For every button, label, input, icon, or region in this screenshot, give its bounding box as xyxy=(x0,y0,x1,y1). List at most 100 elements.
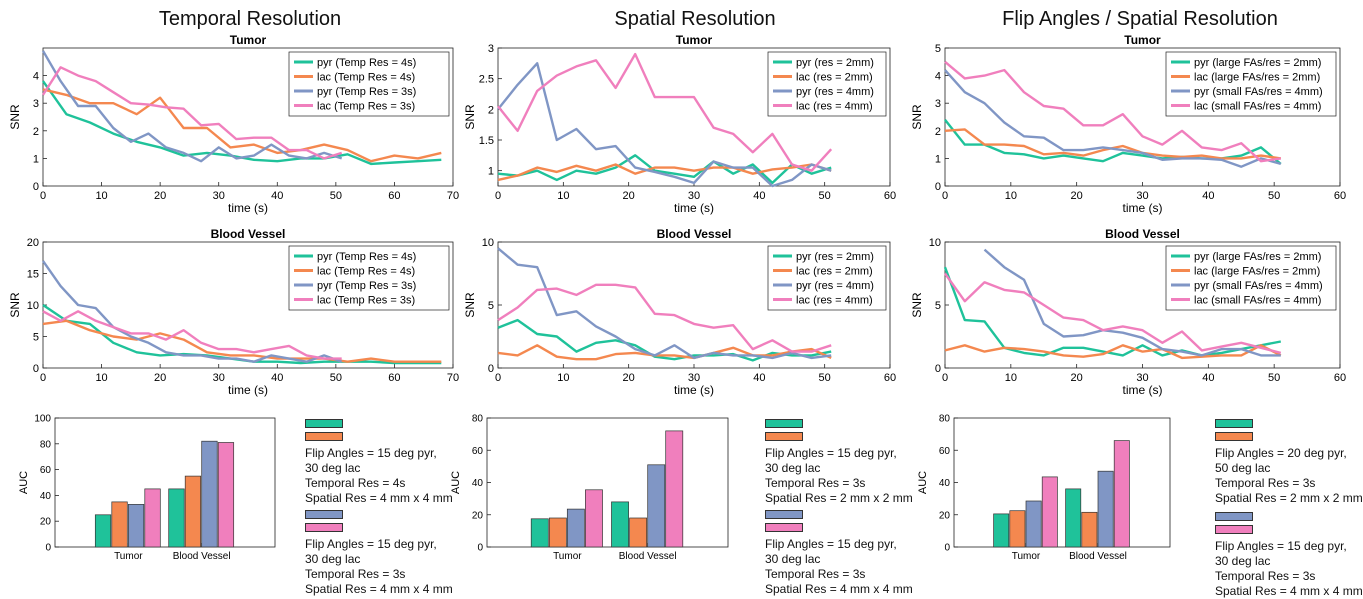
line-panel-flip-vessel: Blood Vessel 0 10 20 30 40 50 60 0 5 10 time (s) SNR… xyxy=(910,227,1346,397)
panel-title: Blood Vessel xyxy=(211,227,286,241)
caption-flip-upper: Flip Angles = 20 deg pyr, 50 deg lac Tem… xyxy=(1215,446,1363,505)
x-tick-label: 10 xyxy=(95,190,107,202)
panel-title: Tumor xyxy=(230,33,267,47)
legend-entry: lac (small FAs/res = 4mm) xyxy=(1194,101,1321,113)
line-panel-temporal-vessel: Blood Vessel 0 10 20 30 40 50 60 70 0 5 10 15 20 time … xyxy=(8,227,459,397)
x-tick-label: Tumor xyxy=(1012,551,1041,562)
x-tick-label: 70 xyxy=(447,372,459,384)
y-tick-label: 10 xyxy=(929,237,941,249)
bar xyxy=(144,488,161,548)
series-line-3 xyxy=(944,60,1281,163)
legend-entry: lac (Temp Res = 4s) xyxy=(317,266,415,278)
y-tick-label: 0 xyxy=(488,363,494,375)
bar xyxy=(530,518,549,548)
panel-title: Tumor xyxy=(676,33,713,47)
caption-spatial-lower: Flip Angles = 15 deg pyr, 30 deg lac Tem… xyxy=(765,537,913,596)
y-tick-label: 0 xyxy=(33,363,39,375)
y-tick-label: 1.5 xyxy=(479,135,494,147)
bar xyxy=(1009,510,1026,548)
bar xyxy=(548,517,567,548)
y-tick-label: 0 xyxy=(477,543,483,554)
x-tick-label: Tumor xyxy=(114,551,143,562)
legend-entry: pyr (Temp Res = 4s) xyxy=(317,57,416,69)
legend-box xyxy=(1165,51,1337,117)
y-axis-label: AUC xyxy=(450,471,462,494)
x-axis-label: time (s) xyxy=(228,383,268,397)
bar xyxy=(1081,511,1098,548)
y-axis-label: SNR xyxy=(8,104,22,130)
y-axis-label: AUC xyxy=(917,471,929,494)
y-tick-label: 60 xyxy=(40,465,52,476)
legend-box xyxy=(1165,245,1337,311)
bar xyxy=(1041,476,1058,548)
x-tick-label: 10 xyxy=(557,190,569,202)
y-tick-label: 5 xyxy=(33,332,39,344)
swatch-lower-pink xyxy=(765,523,803,532)
swatch-lower-blue xyxy=(765,510,803,519)
legend-entry: pyr (res = 2mm) xyxy=(796,57,874,69)
plot-frame xyxy=(42,47,454,187)
x-tick-label: 0 xyxy=(942,372,948,384)
legend-entry: pyr (small FAs/res = 4mm) xyxy=(1194,280,1323,292)
x-axis-label: time (s) xyxy=(228,201,268,215)
y-tick-label: 2.5 xyxy=(479,74,494,86)
y-tick-label: 40 xyxy=(40,491,52,502)
legend-entry: lac (res = 2mm) xyxy=(796,266,873,278)
bar xyxy=(111,501,128,548)
y-tick-label: 0 xyxy=(33,181,39,193)
x-tick-label: 20 xyxy=(154,190,166,202)
y-tick-label: 3 xyxy=(935,98,941,110)
x-tick-label: 60 xyxy=(388,190,400,202)
x-tick-label: 20 xyxy=(154,372,166,384)
y-tick-label: 0 xyxy=(935,181,941,193)
legend-entry: lac (res = 4mm) xyxy=(796,101,873,113)
y-tick-label: 2 xyxy=(935,126,941,138)
panel-title: Tumor xyxy=(1124,33,1161,47)
series-line-0 xyxy=(497,318,832,362)
series-line-1 xyxy=(944,344,1282,360)
bar xyxy=(184,475,202,548)
x-tick-label: 10 xyxy=(1005,372,1017,384)
bar xyxy=(94,514,112,548)
x-tick-label: 60 xyxy=(884,372,896,384)
y-tick-label: 3 xyxy=(33,98,39,110)
column-title-spatial: Spatial Resolution xyxy=(614,8,776,30)
x-tick-label: 10 xyxy=(95,372,107,384)
x-tick-label: 10 xyxy=(1005,190,1017,202)
swatch-lower-blue xyxy=(1215,512,1253,521)
series-line-2 xyxy=(497,247,832,360)
bar xyxy=(201,440,218,548)
x-tick-label: 20 xyxy=(623,372,635,384)
y-tick-label: 5 xyxy=(935,43,941,55)
legend-entry: pyr (Temp Res = 3s) xyxy=(317,280,416,292)
y-tick-label: 3 xyxy=(488,43,494,55)
y-tick-label: 20 xyxy=(27,237,39,249)
y-tick-label: 0 xyxy=(935,363,941,375)
x-axis-label: time (s) xyxy=(1123,383,1163,397)
bar xyxy=(566,508,585,548)
swatch-upper-orange xyxy=(1215,432,1253,441)
line-panel-spatial-vessel: Blood Vessel 0 10 20 30 40 50 60 0 5 10 time (s) SNR… xyxy=(463,227,896,397)
x-tick-label: 30 xyxy=(688,190,700,202)
legend-box xyxy=(288,245,450,311)
x-tick-label: 30 xyxy=(1136,372,1148,384)
y-tick-label: 5 xyxy=(488,300,494,312)
series-line-3 xyxy=(42,310,342,360)
bar xyxy=(1025,500,1042,548)
series-line-2 xyxy=(944,69,1282,168)
x-tick-label: 60 xyxy=(1334,372,1346,384)
bar-panel-spatial-auc: 0 20 40 60 80 AUC Tumor Blood Vessel xyxy=(450,414,729,562)
x-tick-label: 50 xyxy=(330,372,342,384)
column-title-temporal: Temporal Resolution xyxy=(158,8,342,30)
legend-entry: pyr (res = 4mm) xyxy=(796,86,874,98)
x-tick-label: 30 xyxy=(213,190,225,202)
y-tick-label: 60 xyxy=(939,446,951,457)
y-tick-label: 10 xyxy=(482,237,494,249)
bar xyxy=(168,488,185,548)
series-line-3 xyxy=(497,283,832,353)
legend-entry: lac (large FAs/res = 2mm) xyxy=(1194,266,1320,278)
x-tick-label: 20 xyxy=(623,190,635,202)
series-line-1 xyxy=(42,88,442,163)
y-tick-label: 1 xyxy=(488,166,494,178)
